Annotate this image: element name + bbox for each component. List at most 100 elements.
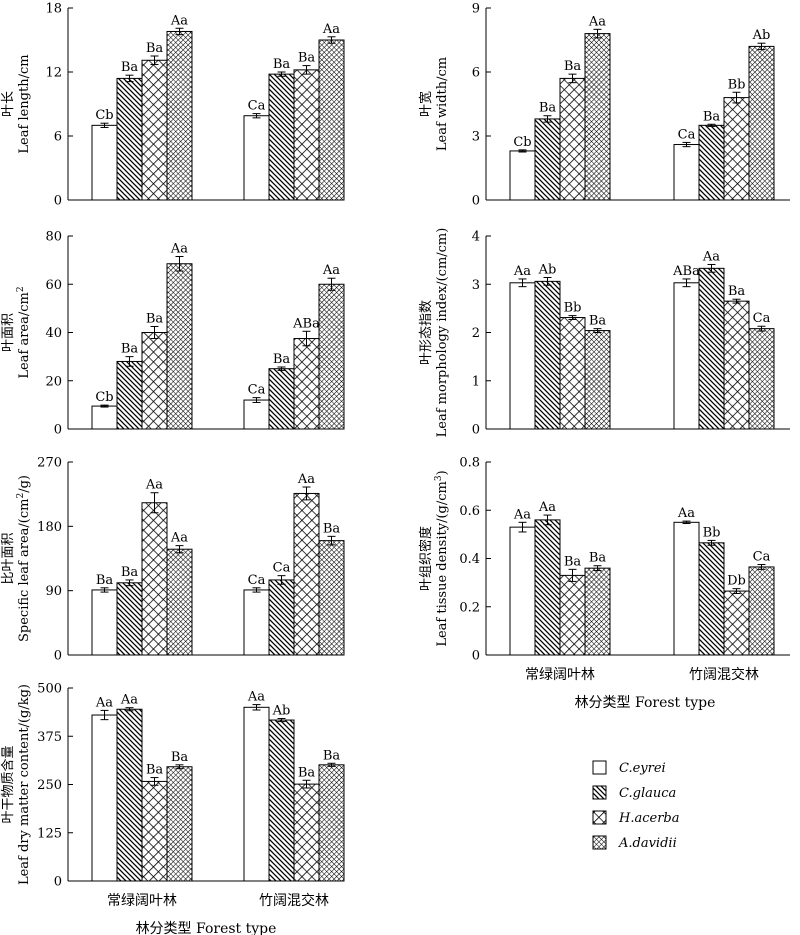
y-tick-label: 90: [45, 584, 62, 599]
chart-panel-4: 0 1 2 3 4 叶形态指数 Leaf morphology index/(cm/cm) A…: [419, 228, 790, 438]
bar-adavidii-2: [748, 566, 775, 656]
bar-cglauca-2: [268, 368, 295, 430]
bar-cglauca-2: [268, 579, 295, 656]
significance-label: Cb: [95, 108, 113, 123]
bar-hacerba-2: [293, 338, 320, 430]
legend-label-hacerba: H.acerba: [618, 811, 679, 826]
x-tick-label: 竹阔混交林: [689, 666, 759, 683]
y-axis-label: Leaf length/cm: [17, 54, 32, 153]
significance-label: Bb: [728, 77, 746, 92]
x-tick-label: 常绿阔叶林: [525, 667, 595, 683]
y-axis-label: Leaf morphology index/(cm/cm): [435, 228, 450, 438]
significance-label: Ba: [728, 284, 746, 299]
bar-cglauca-2: [268, 73, 295, 201]
y-tick-label: 3: [472, 130, 480, 145]
legend: C.eyrei C.glauca H.acerba A.davidii: [592, 760, 679, 851]
y-axis-label-cn: 叶组织密度: [418, 526, 434, 591]
bar-ceyrei-2: [243, 706, 270, 882]
bar-adavidii-2: [318, 540, 345, 656]
y-tick-label: 0: [54, 875, 62, 890]
y-tick-label: 0: [54, 194, 62, 209]
significance-label: Ba: [564, 59, 582, 74]
bar-cglauca-2: [268, 719, 295, 882]
chart-panel-7: 0 125 250 375 500 叶干物质含量 Leaf dry matter conte…: [0, 682, 345, 935]
significance-label: Ab: [752, 28, 771, 43]
bar-hacerba-1: [141, 780, 168, 882]
significance-label: Aa: [513, 264, 531, 279]
x-tick-label: 常绿阔叶林: [107, 893, 177, 909]
significance-label: Aa: [538, 500, 556, 515]
y-tick-label: 0: [472, 423, 480, 438]
significance-label: Db: [727, 574, 746, 589]
bar-adavidii-1: [584, 330, 611, 430]
significance-label: Aa: [145, 478, 163, 493]
y-axis-label-cn: 叶长: [1, 91, 16, 117]
bar-hacerba-1: [141, 502, 168, 656]
y-tick-label: 1: [472, 374, 480, 389]
significance-label: Ba: [146, 41, 164, 56]
y-tick-label: 0: [54, 649, 62, 664]
y-tick-label: 6: [54, 130, 62, 145]
bar-hacerba-1: [559, 574, 586, 656]
y-axis-label-cn: 叶面积: [1, 313, 16, 352]
bar-hacerba-2: [293, 492, 320, 656]
bar-adavidii-1: [166, 548, 193, 656]
bar-cglauca-1: [534, 519, 561, 656]
x-axis-title: 林分类型 Forest type: [575, 695, 716, 711]
y-tick-label: 0.2: [459, 600, 480, 615]
significance-label: Ba: [121, 60, 139, 75]
bar-cglauca-1: [116, 582, 143, 656]
bar-adavidii-1: [166, 766, 193, 882]
bar-cglauca-1: [116, 77, 143, 201]
chart-panel-6: 0 0.2 0.4 0.6 0.8 叶组织密度 Leaf tissue density/(g…: [418, 456, 790, 711]
y-tick-label: 500: [37, 682, 62, 697]
y-tick-label: 3: [472, 278, 480, 293]
bar-ceyrei-2: [673, 521, 700, 656]
significance-label: Aa: [322, 263, 340, 278]
significance-label: Ba: [323, 521, 341, 536]
y-tick-label: 12: [45, 66, 62, 81]
y-tick-label: 20: [45, 374, 62, 389]
significance-label: Aa: [513, 507, 531, 522]
significance-label: Aa: [247, 690, 265, 705]
significance-label: Ba: [121, 342, 139, 357]
bar-adavidii-2: [318, 283, 345, 430]
bar-cglauca-1: [534, 118, 561, 201]
bar-hacerba-1: [559, 317, 586, 430]
significance-label: Ba: [298, 765, 316, 780]
bar-adavidii-1: [166, 30, 193, 201]
y-tick-label: 0: [472, 194, 480, 209]
significance-label: Ba: [323, 748, 341, 763]
bar-ceyrei-2: [243, 115, 270, 201]
bar-ceyrei-2: [243, 399, 270, 430]
significance-label: Ba: [589, 314, 607, 329]
bar-ceyrei-1: [91, 589, 118, 656]
y-tick-label: 180: [37, 520, 62, 535]
significance-label: Aa: [677, 506, 695, 521]
bar-hacerba-2: [723, 300, 750, 430]
significance-label: Ca: [273, 561, 291, 576]
bar-adavidii-1: [584, 33, 611, 201]
bar-adavidii-1: [584, 567, 611, 656]
significance-label: Ba: [121, 565, 139, 580]
y-axis-label-cn: 叶宽: [418, 91, 434, 117]
y-axis-label: Leaf tissue density/(g/cm3): [434, 470, 450, 646]
significance-label: Ba: [273, 57, 291, 72]
significance-label: Ca: [248, 383, 266, 398]
y-tick-label: 6: [472, 66, 480, 81]
y-axis-label: Specific leaf area/(cm2/g): [16, 475, 32, 642]
significance-label: ABa: [672, 264, 700, 279]
legend-swatch-cglauca: [592, 785, 607, 800]
x-axis-title: 林分类型 Forest type: [136, 921, 277, 935]
bar-cglauca-1: [534, 280, 561, 430]
y-tick-label: 18: [45, 2, 62, 17]
significance-label: Aa: [702, 249, 720, 264]
significance-label: Ba: [146, 311, 164, 326]
bar-hacerba-1: [559, 77, 586, 201]
x-tick-label: 竹阔混交林: [259, 892, 329, 909]
bar-hacerba-2: [723, 97, 750, 201]
bar-ceyrei-1: [91, 714, 118, 882]
y-tick-label: 250: [37, 778, 62, 793]
significance-label: Ab: [538, 262, 557, 277]
